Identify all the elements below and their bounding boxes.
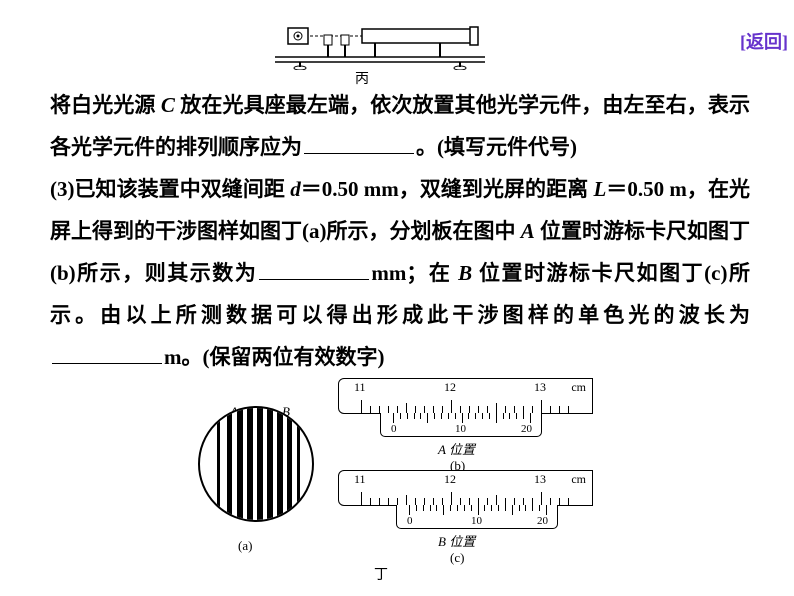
figures-area: A B (a) cm 111213 01020 A 位置 (b) cm 1112… xyxy=(188,378,608,578)
unit-label: cm xyxy=(571,472,586,487)
blank-2 xyxy=(259,260,369,280)
vernier-scale-c: 01020 xyxy=(396,505,558,529)
blank-3 xyxy=(52,344,162,364)
blank-1 xyxy=(304,134,414,154)
pos-B: B 位置 xyxy=(438,534,475,549)
text: mm；在 xyxy=(371,261,458,285)
var-C: C xyxy=(161,93,175,117)
main-scale-b: cm 111213 xyxy=(338,378,593,414)
pos-A: A 位置 xyxy=(438,442,475,457)
unit-label: cm xyxy=(571,380,586,395)
var-B: B xyxy=(458,261,472,285)
text: 。(填写元件代号) xyxy=(416,135,577,159)
main-scale-c: cm 111213 xyxy=(338,470,593,506)
caption-b: A 位置 (b) xyxy=(438,439,598,474)
vernier-b: cm 111213 01020 A 位置 (b) xyxy=(338,378,598,474)
interference-pattern xyxy=(198,406,314,522)
text: ＝0.50 mm，双缝到光屏的距离 xyxy=(301,177,594,201)
var-A: A xyxy=(521,219,535,243)
label-c: (c) xyxy=(450,550,464,565)
return-link[interactable]: [返回] xyxy=(740,28,788,54)
apparatus-diagram xyxy=(270,15,490,70)
text: m。(保留两位有效数字) xyxy=(164,345,384,369)
vernier-scale-b: 01020 xyxy=(380,413,542,437)
problem-text: 将白光光源 C 放在光具座最左端，依次放置其他光学元件，由左至右，表示各光学元件… xyxy=(50,84,750,378)
vernier-c: cm 111213 01020 B 位置 (c) xyxy=(338,470,598,566)
figure-ding-label: 丁 xyxy=(374,564,388,584)
figure-a: A B xyxy=(198,406,314,522)
var-d: d xyxy=(290,177,301,201)
caption-c: B 位置 (c) xyxy=(438,531,598,566)
var-L: L xyxy=(593,177,606,201)
figure-a-caption: (a) xyxy=(238,538,252,554)
text: 将白光光源 xyxy=(50,93,161,117)
text: (3)已知该装置中双缝间距 xyxy=(50,177,290,201)
